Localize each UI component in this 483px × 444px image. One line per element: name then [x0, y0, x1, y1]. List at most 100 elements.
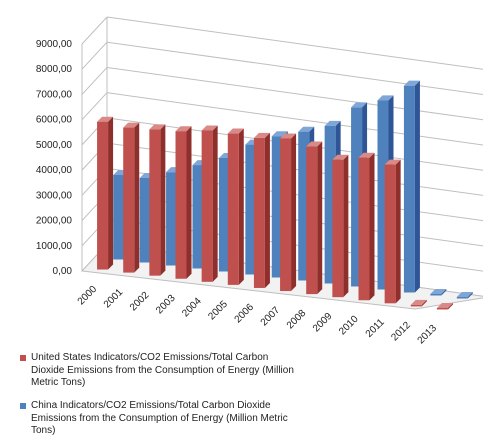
- x-tick-label: 2001: [102, 287, 126, 311]
- bar-united-states-side: [186, 126, 192, 279]
- x-tick-label: 2004: [180, 296, 204, 320]
- bar-united-states-top: [384, 159, 401, 165]
- bar-china: [245, 144, 257, 275]
- bar-united-states-side: [447, 302, 453, 310]
- bar-china-top: [456, 292, 473, 297]
- bar-united-states-side: [238, 128, 244, 285]
- bar-china: [377, 100, 389, 290]
- legend-label-china: China Indicators/CO2 Emissions/Total Car…: [31, 400, 288, 436]
- bar-united-states: [149, 129, 161, 276]
- y-tick-label: 7000,00: [36, 89, 73, 100]
- bar-united-states-top: [410, 299, 427, 305]
- bar-united-states-top: [227, 128, 244, 134]
- y-tick-label: 6000,00: [36, 115, 73, 126]
- x-tick-label: 2012: [389, 320, 413, 344]
- y-tick-label: 3000,00: [36, 190, 73, 201]
- gridline: [106, 41, 483, 96]
- bar-united-states: [306, 146, 318, 295]
- bar-united-states: [227, 133, 239, 285]
- bar-united-states-top: [253, 132, 270, 138]
- legend-swatch-united-states: [20, 355, 26, 361]
- bar-united-states-top: [332, 154, 349, 160]
- bar-united-states-side: [369, 152, 375, 301]
- bar-china: [298, 131, 310, 281]
- x-tick-label: 2010: [337, 314, 361, 338]
- bar-united-states-side: [317, 141, 323, 295]
- bar-china-side: [414, 80, 420, 293]
- bar-china: [139, 178, 151, 263]
- y-tick-label: 0,00: [53, 266, 73, 277]
- x-tick-label: 2008: [285, 308, 309, 332]
- gridline: [106, 117, 483, 171]
- x-tick-label: 2006: [233, 302, 257, 326]
- x-tick-label: 2007: [259, 305, 283, 329]
- bar-china-top: [377, 95, 394, 101]
- gridline: [106, 142, 483, 196]
- y-tick-label: 1000,00: [36, 241, 73, 252]
- gridline-side: [81, 41, 108, 70]
- y-tick-label: 5000,00: [36, 140, 73, 151]
- x-tick-label: 2011: [364, 317, 387, 340]
- bar-united-states: [358, 157, 370, 301]
- y-tick-label: 2000,00: [36, 216, 73, 227]
- x-tick-label: 2005: [206, 299, 230, 323]
- bar-china: [113, 175, 125, 260]
- legend-entry-united-states: United States Indicators/CO2 Emissions/T…: [20, 352, 300, 390]
- x-tick-label: 2000: [76, 284, 100, 308]
- bar-united-states-side: [134, 122, 140, 273]
- gridline: [106, 16, 483, 70]
- x-tick-label: 2002: [128, 290, 152, 314]
- bar-united-states-top: [149, 124, 166, 130]
- bar-united-states-top: [306, 141, 323, 147]
- x-tick-label: 2003: [154, 293, 178, 317]
- bar-united-states-top: [97, 116, 114, 122]
- y-tick-label: 8000,00: [36, 64, 73, 75]
- bar-united-states: [97, 121, 109, 270]
- legend-entry-china: China Indicators/CO2 Emissions/Total Car…: [20, 400, 300, 438]
- bar-china-top: [298, 126, 315, 132]
- bar-united-states-top: [175, 126, 192, 132]
- bar-united-states-top: [358, 152, 375, 158]
- legend-label-united-states: United States Indicators/CO2 Emissions/T…: [31, 352, 294, 388]
- x-tick-label: 2013: [416, 323, 440, 347]
- gridline-side: [81, 92, 108, 121]
- x-tick-label: 2009: [311, 311, 335, 335]
- legend-swatch-china: [20, 403, 26, 409]
- bar-united-states: [201, 130, 213, 282]
- bar-united-states-top: [436, 302, 453, 308]
- bar-china: [166, 172, 178, 266]
- bar-united-states-top: [280, 133, 297, 139]
- bar-china: [351, 107, 363, 287]
- bar-united-states: [410, 304, 422, 307]
- y-tick-label: 9000,00: [36, 39, 73, 50]
- bar-united-states: [280, 138, 292, 292]
- bar-china: [218, 158, 230, 272]
- y-tick-label: 4000,00: [36, 165, 73, 176]
- gridline-side: [81, 67, 108, 95]
- bar-united-states: [384, 164, 396, 304]
- bar-united-states-side: [291, 133, 297, 292]
- bar-china: [324, 125, 336, 284]
- bar-united-states-side: [108, 116, 114, 270]
- bar-united-states: [253, 137, 265, 288]
- bar-united-states-side: [421, 299, 427, 307]
- bar-united-states-side: [264, 132, 270, 288]
- bar-united-states: [332, 159, 344, 298]
- bar-china-side: [441, 289, 447, 296]
- bar-china-top: [430, 289, 447, 294]
- bar-united-states: [123, 127, 135, 273]
- bar-china: [192, 165, 204, 269]
- bar-china-side: [467, 292, 473, 299]
- bar-china: [271, 136, 283, 278]
- bar-china-top: [351, 102, 368, 108]
- bar-united-states-side: [212, 125, 218, 282]
- bar-united-states-side: [343, 154, 349, 298]
- bar-china: [456, 297, 468, 299]
- bar-united-states-top: [123, 122, 140, 128]
- gridline: [106, 66, 483, 121]
- bar-united-states-side: [160, 124, 166, 276]
- gridline: [106, 92, 483, 146]
- bar-china-top: [403, 80, 420, 86]
- bar-united-states-top: [201, 125, 218, 131]
